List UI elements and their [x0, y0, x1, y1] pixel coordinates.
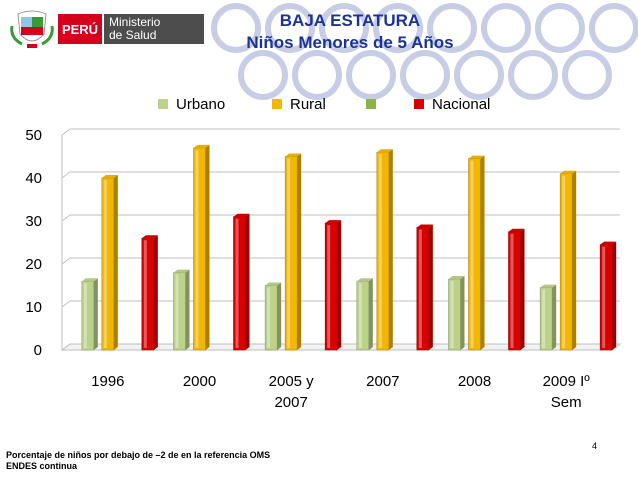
ministry-logo: PERÚ Ministerio de Salud — [8, 8, 208, 50]
x-tick-label: Sem — [551, 394, 582, 411]
legend-item — [366, 99, 376, 109]
x-tick-label: 1996 — [91, 373, 124, 390]
bar-nacional — [324, 220, 342, 351]
logo-ministry-line1: Ministerio — [109, 15, 161, 29]
y-tick-label: 30 — [25, 213, 42, 230]
y-tick-label: 10 — [25, 299, 42, 316]
legend-swatch — [158, 99, 168, 109]
footnote: Porcentaje de niños por debajo de –2 de … — [6, 450, 270, 472]
legend-swatch — [414, 99, 424, 109]
footnote-line2: ENDES continua — [6, 461, 78, 471]
gridline-depth — [61, 257, 71, 265]
bar-rural — [559, 170, 577, 351]
gridline-depth — [61, 171, 71, 179]
legend-item: Urbano — [158, 96, 225, 113]
bar-chart: 0 10 20 30 40 50 1996 2000 2005 y 2007 2007 2008 200… — [25, 96, 622, 411]
x-tick-label: 2005 y — [269, 373, 315, 390]
title-line2: Niños Menores de 5 Años — [246, 33, 454, 52]
page-number: 4 — [592, 441, 598, 451]
coat-of-arms-icon — [10, 10, 54, 48]
logo-ministry-line2: de Salud — [109, 28, 157, 42]
legend-swatch — [366, 99, 376, 109]
x-tick-label: 2007 — [274, 394, 307, 411]
bar-nacional — [141, 235, 158, 351]
decorative-circle — [589, 3, 638, 53]
y-tick-label: 0 — [34, 342, 42, 359]
legend-label: Rural — [290, 96, 326, 113]
x-tick-label: 2009 Iº — [543, 373, 591, 390]
bar-urbano — [173, 269, 190, 351]
legend-item: Rural — [272, 96, 326, 113]
y-tick-label: 50 — [25, 127, 42, 144]
y-tick-label: 20 — [25, 256, 42, 273]
gridline-depth — [61, 343, 71, 351]
bar-rural — [468, 155, 485, 351]
gridline-depth — [61, 214, 71, 222]
footnote-line1: Porcentaje de niños por debajo de –2 de … — [6, 450, 271, 460]
logo-ministry-label: Ministerio de Salud — [104, 14, 204, 44]
bar-urbano — [448, 276, 465, 351]
bar-nacional — [508, 228, 525, 351]
bar-urbano — [356, 278, 373, 351]
bar-urbano — [81, 278, 98, 351]
bar-urbano — [264, 282, 282, 351]
bar-rural — [376, 149, 393, 351]
decorative-circle — [535, 3, 585, 53]
legend-label: Nacional — [432, 96, 490, 113]
bar-rural — [284, 153, 302, 351]
legend-item: Nacional — [414, 96, 490, 113]
title-line1: BAJA ESTATURA — [279, 11, 421, 30]
page-title: BAJA ESTATURA Niños Menores de 5 Años — [200, 10, 500, 54]
x-tick-label: 2008 — [458, 373, 491, 390]
x-tick-label: 2007 — [366, 373, 399, 390]
x-tick-label: 2000 — [183, 373, 216, 390]
legend-label: Urbano — [176, 96, 225, 113]
bar-nacional — [416, 224, 433, 351]
bar-rural — [193, 144, 210, 351]
bar-nacional — [233, 213, 250, 351]
y-tick-label: 40 — [25, 170, 42, 187]
logo-peru-label: PERÚ — [58, 14, 102, 44]
gridline-depth — [61, 300, 71, 308]
bar-nacional — [599, 241, 617, 351]
bar-rural — [101, 175, 118, 351]
legend-swatch — [272, 99, 282, 109]
bar-urbano — [539, 284, 557, 351]
gridline-depth — [61, 128, 71, 136]
